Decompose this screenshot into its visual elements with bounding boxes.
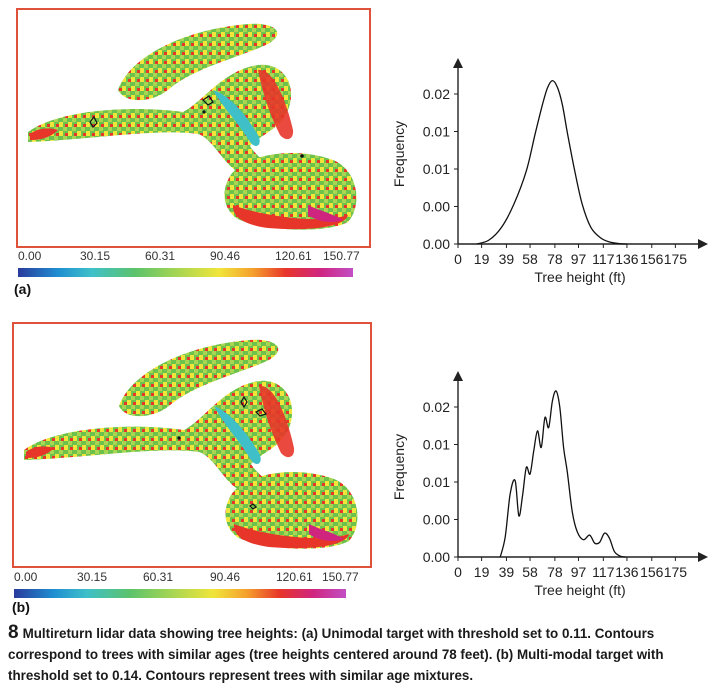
- colorbar-a-tick-2: 60.31: [145, 249, 176, 263]
- chart-a-x-tick-label-7: 136: [615, 251, 639, 267]
- chart-a-y-axis-arrow: [453, 58, 463, 68]
- chart-a-x-tick-label-0: 0: [454, 251, 462, 267]
- colorbar-a-tick-3: 90.46: [210, 249, 241, 263]
- chart-b-y-axis-arrow: [453, 371, 463, 381]
- chart-b-x-tick-label-5: 97: [571, 564, 587, 580]
- figure-number: 8: [8, 622, 19, 643]
- chart-b-x-tick-label-4: 78: [547, 564, 563, 580]
- colorbar-a-gradient: [18, 268, 353, 277]
- lidar-map-a-graphic: [28, 23, 357, 230]
- chart-a-x-tick-label-3: 58: [522, 251, 538, 267]
- chart-b-x-tick-label-1: 19: [474, 564, 490, 580]
- chart-a-x-tick-label-9: 175: [664, 251, 688, 267]
- chart-b-x-axis-label: Tree height (ft): [534, 582, 625, 598]
- chart-a-x-tick-label-6: 117: [592, 251, 615, 267]
- chart-b-x-tick-label-6: 117: [592, 564, 615, 580]
- colorbar-b-gradient: [14, 589, 346, 598]
- figure-caption: 8 Multireturn lidar data showing tree hei…: [8, 622, 713, 686]
- colorbar-b-tick-5: 150.77: [322, 570, 359, 584]
- chart-b-y-axis-label: Frequency: [391, 434, 407, 500]
- chart-b-y-tick-label-2: 0.01: [423, 474, 450, 490]
- colorbar-b-tick-0: 0.00: [14, 570, 38, 584]
- chart-b-x-tick-label-7: 136: [615, 564, 639, 580]
- chart-a-x-tick-label-4: 78: [547, 251, 563, 267]
- chart-b-x-tick-label-2: 39: [499, 564, 515, 580]
- chart-a-x-tick-label-5: 97: [571, 251, 587, 267]
- colorbar-b-tick-3: 90.46: [210, 570, 241, 584]
- lidar-map-b: [12, 322, 372, 568]
- chart-b-y-tick-label-1: 0.00: [423, 512, 450, 528]
- chart-b-y-tick-label-0: 0.00: [423, 549, 450, 565]
- colorbar-a: [18, 264, 353, 277]
- chart-a-y-tick-label-0: 0.00: [423, 236, 450, 252]
- chart-a-x-tick-label-1: 19: [474, 251, 490, 267]
- histogram-chart-a: 0.00 0.00 0.01 0.01 0.02 0 19 39 58 78 97 117 136 156…: [391, 58, 708, 285]
- chart-b-x-axis-arrow: [698, 552, 708, 562]
- colorbar-a-tick-4: 120.61: [275, 249, 312, 263]
- chart-a-y-tick-label-3: 0.01: [423, 124, 450, 140]
- panel-a-label: (a): [14, 281, 32, 297]
- chart-a-x-tick-label-8: 156: [640, 251, 664, 267]
- colorbar-b-tick-4: 120.61: [276, 570, 313, 584]
- colorbar-a-tick-1: 30.15: [80, 249, 111, 263]
- lidar-map-b-graphic: [24, 339, 358, 549]
- histogram-chart-b: 0.00 0.00 0.01 0.01 0.02 0 19 39 58 78 97 117 136 156…: [391, 371, 708, 598]
- chart-b-y-tick-label-4: 0.02: [423, 399, 450, 415]
- lidar-map-a: [16, 8, 371, 248]
- chart-a-y-tick-label-2: 0.01: [423, 161, 450, 177]
- panel-b-label: (b): [12, 599, 30, 615]
- chart-b-x-tick-label-0: 0: [454, 564, 462, 580]
- chart-b-y-tick-label-3: 0.01: [423, 437, 450, 453]
- chart-b-x-tick-label-9: 175: [664, 564, 688, 580]
- colorbar-b-tick-2: 60.31: [143, 570, 174, 584]
- chart-b-x-tick-label-8: 156: [640, 564, 664, 580]
- figure-caption-text: Multireturn lidar data showing tree heig…: [8, 626, 664, 683]
- chart-a-x-tick-label-2: 39: [499, 251, 515, 267]
- chart-a-y-axis-label: Frequency: [391, 121, 407, 187]
- colorbar-a-tick-0: 0.00: [18, 249, 42, 263]
- colorbar-b-tick-1: 30.15: [77, 570, 108, 584]
- chart-a-x-axis-arrow: [698, 239, 708, 249]
- chart-b-series-line: [499, 390, 626, 558]
- chart-a-y-tick-label-4: 0.02: [423, 86, 450, 102]
- chart-a-series-line: [476, 80, 627, 245]
- chart-a-x-axis-label: Tree height (ft): [534, 269, 625, 285]
- chart-b-x-tick-label-3: 58: [522, 564, 538, 580]
- chart-a-y-tick-label-1: 0.00: [423, 199, 450, 215]
- colorbar-b: [14, 585, 346, 598]
- colorbar-a-tick-5: 150.77: [323, 249, 360, 263]
